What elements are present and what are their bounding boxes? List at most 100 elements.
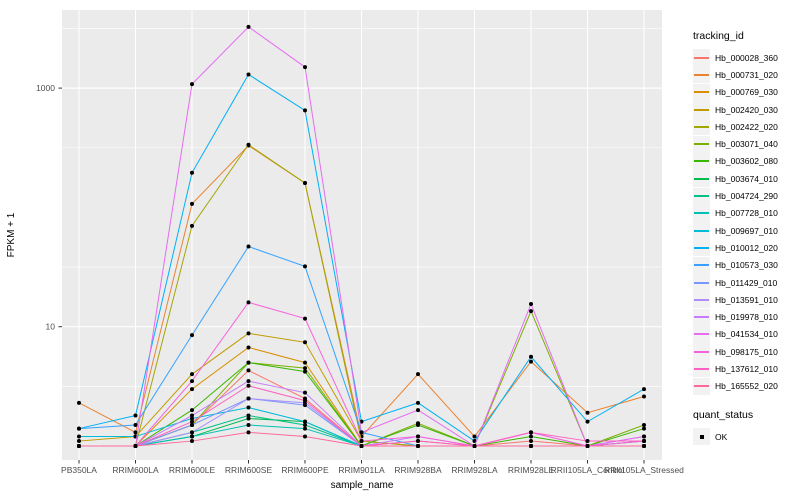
data-point-Hb_165552_020	[77, 444, 81, 448]
data-point-Hb_007728_010	[303, 426, 307, 431]
legend-key-swatch	[693, 239, 710, 257]
legend-key-line-icon	[694, 143, 709, 146]
x-axis-title: sample_name	[331, 480, 394, 491]
data-point-Hb_003602_080	[642, 426, 646, 431]
x-tick-label: PB350LA	[61, 465, 97, 475]
data-point-Hb_137612_010	[416, 439, 420, 444]
data-point-Hb_010573_030	[77, 426, 81, 431]
legend-items: Hb_000028_360 Hb_000731_020 Hb_000769_030 H…	[693, 49, 799, 395]
data-point-Hb_165552_020	[359, 444, 364, 448]
legend-item-Hb_002422_020: Hb_002422_020	[693, 118, 799, 136]
data-point-Hb_000769_030	[303, 360, 307, 365]
data-point-Hb_009697_010	[246, 405, 251, 410]
quant-status-items: OK	[693, 428, 799, 446]
legend-item-label: Hb_011429_010	[715, 277, 778, 288]
data-point-Hb_010012_020	[190, 170, 194, 175]
legend-key-swatch	[693, 204, 710, 222]
data-point-Hb_003674_010	[246, 416, 251, 421]
data-point-Hb_137612_010	[303, 398, 307, 403]
data-point-Hb_004724_290	[246, 413, 251, 418]
data-point-Hb_000731_020	[585, 410, 590, 415]
data-point-Hb_165552_020	[190, 439, 194, 444]
data-point-Hb_165552_020	[529, 444, 533, 448]
data-point-Hb_009697_010	[303, 419, 307, 424]
data-point-Hb_041534_010	[359, 430, 364, 435]
legend-item-label: Hb_000769_030	[715, 87, 778, 98]
data-point-Hb_013591_010	[246, 396, 251, 401]
data-point-Hb_137612_010	[585, 439, 590, 444]
data-point-Hb_000731_020	[77, 400, 81, 405]
data-point-Hb_013591_010	[190, 430, 194, 435]
data-point-Hb_137612_010	[642, 439, 646, 444]
legend-item-label: Hb_013591_010	[715, 294, 778, 305]
legend-key-line-icon	[694, 246, 709, 249]
data-point-Hb_000731_020	[472, 434, 477, 439]
legend-item-Hb_009697_010: Hb_009697_010	[693, 222, 799, 240]
legend-item-label: Hb_137612_010	[715, 363, 778, 374]
legend-key-swatch	[693, 256, 710, 274]
data-point-Hb_000731_020	[416, 372, 420, 377]
legend-key-line-icon	[694, 73, 709, 76]
legend-key-line-icon	[694, 108, 709, 111]
legend-item-Hb_098175_010: Hb_098175_010	[693, 343, 799, 361]
y-axis-title: FPKM + 1	[6, 212, 17, 257]
data-point-Hb_009697_010	[77, 434, 81, 439]
legend-key-line-icon	[694, 229, 709, 232]
data-point-Hb_041534_010	[190, 82, 194, 87]
data-point-Hb_003071_040	[642, 422, 646, 427]
legend-title-quant-status: quant_status	[693, 408, 754, 421]
legend-item-Hb_003071_040: Hb_003071_040	[693, 135, 799, 153]
data-point-Hb_010012_020	[133, 413, 138, 418]
data-point-Hb_041534_010	[642, 434, 646, 439]
data-point-Hb_010573_030	[246, 244, 251, 249]
x-tick-label: RRII105LA_Control	[551, 465, 625, 475]
data-point-Hb_000731_020	[642, 394, 646, 399]
data-point-Hb_137612_010	[246, 383, 251, 388]
data-point-Hb_010012_020	[416, 400, 420, 405]
data-point-Hb_002420_030	[77, 439, 81, 444]
legend-key-swatch	[693, 83, 710, 101]
legend-item-label: Hb_002422_020	[715, 121, 778, 132]
data-point-Hb_165552_020	[472, 444, 477, 448]
data-point-Hb_098175_010	[303, 316, 307, 321]
legend-item-Hb_010573_030: Hb_010573_030	[693, 256, 799, 274]
data-point-Hb_165552_020	[416, 444, 420, 448]
data-point-Hb_010012_020	[359, 419, 364, 424]
legend-item-label: Hb_009697_010	[715, 225, 778, 236]
data-point-Hb_041534_010	[529, 301, 533, 306]
data-point-Hb_010012_020	[303, 108, 307, 113]
data-point-Hb_000731_020	[133, 430, 138, 435]
data-point-Hb_165552_020	[585, 444, 590, 448]
legend-key-line-icon	[694, 56, 709, 59]
quant-status-key-swatch	[693, 428, 710, 446]
data-point-Hb_000731_020	[190, 201, 194, 206]
black-square-point-icon	[699, 434, 704, 439]
legend-item-label: Hb_010573_030	[715, 260, 778, 271]
legend-key-line-icon	[694, 160, 709, 163]
data-point-Hb_165552_020	[133, 444, 138, 448]
data-point-Hb_010012_020	[472, 439, 477, 444]
legend-key-swatch	[693, 49, 710, 67]
legend-title-tracking-id: tracking_id	[693, 30, 744, 42]
legend-key-line-icon	[694, 195, 709, 198]
data-point-Hb_165552_020	[246, 430, 251, 435]
legend-key-swatch	[693, 343, 710, 361]
data-point-Hb_004724_290	[303, 422, 307, 427]
legend-key-line-icon	[694, 350, 709, 353]
legend-item-Hb_003674_010: Hb_003674_010	[693, 170, 799, 188]
legend-key-swatch	[693, 360, 710, 378]
legend-key-swatch	[693, 291, 710, 309]
data-point-Hb_098175_010	[359, 439, 364, 444]
legend-item-Hb_165552_020: Hb_165552_020	[693, 377, 799, 395]
legend-item-Hb_000731_020: Hb_000731_020	[693, 66, 799, 84]
legend-key-line-icon	[694, 367, 709, 370]
data-point-Hb_165552_020	[642, 444, 646, 448]
legend-item-Hb_003602_080: Hb_003602_080	[693, 152, 799, 170]
legend-item-label: Hb_003071_040	[715, 139, 778, 150]
legend-key-swatch	[693, 152, 710, 170]
legend-key-swatch	[693, 101, 710, 119]
data-point-Hb_165552_020	[303, 434, 307, 439]
data-point-Hb_002420_030	[190, 372, 194, 377]
x-tick-label: RRIM901LA	[338, 465, 385, 475]
